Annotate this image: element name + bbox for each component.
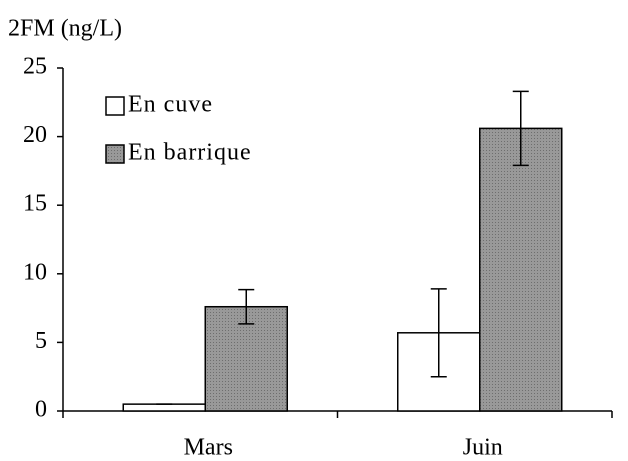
chart-title: 2FM (ng/L)	[8, 16, 122, 42]
bar	[479, 127, 563, 412]
y-tick-label: 15	[23, 191, 47, 217]
error-bar	[238, 288, 255, 325]
error-bar	[430, 288, 447, 378]
y-tick-label: 20	[23, 122, 47, 148]
y-tick-label: 5	[35, 328, 47, 354]
legend-swatch	[105, 96, 125, 116]
bar	[122, 403, 206, 412]
error-bar	[512, 90, 529, 167]
y-tick-label: 10	[23, 259, 47, 285]
legend-swatch	[105, 144, 125, 164]
legend-label: En cuve	[128, 92, 213, 118]
x-tick-label: Juin	[463, 435, 503, 461]
x-tick-label: Mars	[184, 435, 233, 461]
y-tick-label: 25	[23, 54, 47, 80]
y-tick-label: 0	[35, 397, 47, 423]
legend-label: En barrique	[128, 140, 252, 166]
